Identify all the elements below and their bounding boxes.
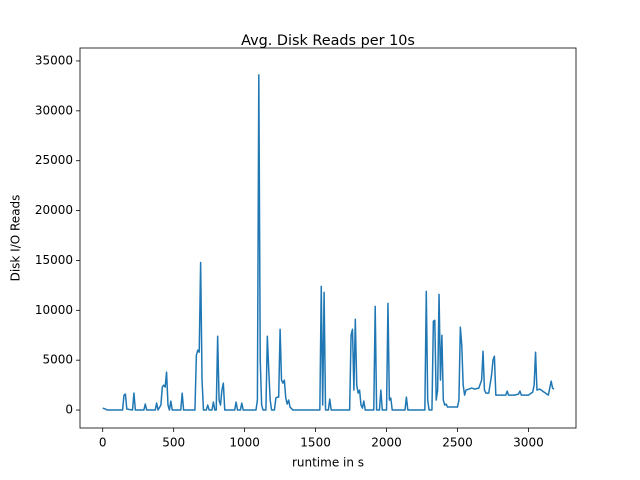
y-tick-label: 20000: [35, 203, 73, 217]
y-tick-label: 5000: [42, 353, 73, 367]
x-tick-label: 2000: [371, 436, 402, 450]
y-tick-label: 30000: [35, 103, 73, 117]
x-tick-label: 2500: [442, 436, 473, 450]
y-tick-label: 15000: [35, 253, 73, 267]
x-tick-label: 0: [99, 436, 107, 450]
plot-frame: [79, 47, 577, 429]
x-tick-label: 3000: [513, 436, 544, 450]
y-tick-label: 0: [65, 403, 73, 417]
y-tick-label: 25000: [35, 153, 73, 167]
x-axis-label: runtime in s: [292, 456, 364, 470]
data-line: [102, 74, 555, 411]
x-tick-label: 500: [162, 436, 185, 450]
y-tick-label: 35000: [35, 53, 73, 67]
x-tick-label: 1500: [300, 436, 331, 450]
y-axis-label: Disk I/O Reads: [9, 195, 23, 282]
x-tick-label: 1000: [229, 436, 260, 450]
y-tick-label: 10000: [35, 303, 73, 317]
chart-title: Avg. Disk Reads per 10s: [241, 33, 415, 49]
